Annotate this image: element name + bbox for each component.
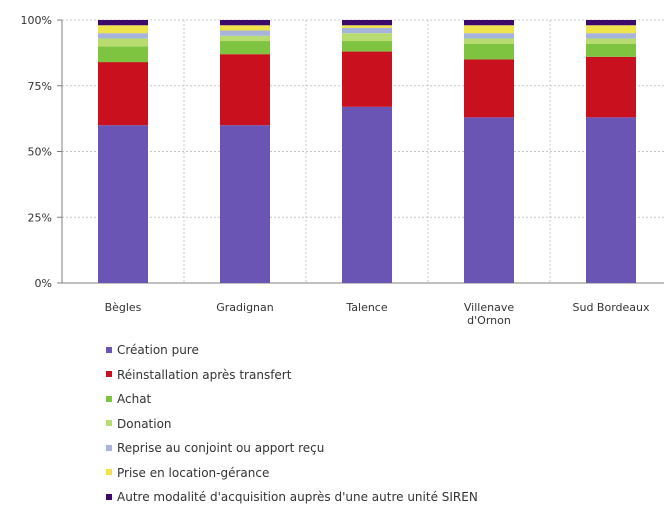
bar-segment-2-3 xyxy=(342,51,392,107)
bar-segment-7-3 xyxy=(342,20,392,26)
legend-item: Reprise au conjoint ou apport reçu xyxy=(106,436,478,461)
legend-label: Autre modalité d'acquisition auprès d'un… xyxy=(117,490,478,504)
bar-segment-6-4 xyxy=(464,25,514,34)
bar-segment-7-5 xyxy=(586,20,636,26)
legend-label: Prise en location-gérance xyxy=(117,465,270,480)
bar-segment-1-1 xyxy=(98,125,148,283)
bar-segment-2-1 xyxy=(98,62,148,126)
bar-segment-4-2 xyxy=(220,35,270,42)
x-category-label: Talence xyxy=(345,301,387,314)
x-category-label: Gradignan xyxy=(216,301,274,314)
bar-segment-5-4 xyxy=(464,33,514,39)
bar-segment-7-1 xyxy=(98,20,148,26)
bar-segment-3-3 xyxy=(342,41,392,52)
bar-segment-6-1 xyxy=(98,25,148,34)
legend-label: Donation xyxy=(117,416,172,431)
bar-segment-2-4 xyxy=(464,59,514,118)
y-tick-label: 50% xyxy=(28,146,52,159)
legend-item: Prise en location-gérance xyxy=(106,461,478,486)
bar-segment-1-3 xyxy=(342,106,392,283)
y-axis-ticks: 0% 25% 50% 75% 100% xyxy=(21,14,52,290)
bar-segment-4-4 xyxy=(464,38,514,44)
bar-segment-6-5 xyxy=(586,25,636,34)
bar-segment-7-4 xyxy=(464,20,514,26)
y-tick-label: 75% xyxy=(28,80,52,93)
legend-swatch xyxy=(106,420,112,426)
legend-label: Réinstallation après transfert xyxy=(117,367,292,382)
bar-segment-1-4 xyxy=(464,117,514,283)
x-category-label: Sud Bordeaux xyxy=(572,301,650,314)
bar-segment-5-5 xyxy=(586,33,636,39)
x-category-label: Villenave d'Ornon xyxy=(464,301,514,327)
legend-swatch xyxy=(106,493,112,500)
legend-swatch xyxy=(106,469,112,475)
bar-segment-5-3 xyxy=(342,27,392,34)
legend-swatch xyxy=(106,371,112,377)
bar-segment-4-5 xyxy=(586,38,636,44)
bar-segment-3-1 xyxy=(98,46,148,63)
legend-swatch xyxy=(106,444,112,451)
legend-swatch xyxy=(106,395,112,402)
bar-segment-5-1 xyxy=(98,33,148,39)
bars xyxy=(98,20,636,283)
bar-segment-3-2 xyxy=(220,41,270,55)
bar-segment-6-2 xyxy=(220,25,270,31)
stacked-bar-chart: 0% 25% 50% 75% 100% Bègles Gradignan Talence Vi… xyxy=(21,14,664,327)
y-tick-label: 0% xyxy=(35,277,52,290)
bar-segment-4-3 xyxy=(342,33,392,42)
legend: Création pure Réinstallation après transf… xyxy=(106,338,478,510)
bar-segment-7-2 xyxy=(220,20,270,26)
legend-label: Reprise au conjoint ou apport reçu xyxy=(117,441,325,455)
y-tick-label: 100% xyxy=(21,14,52,27)
bar-segment-5-2 xyxy=(220,30,270,36)
x-category-label: Bègles xyxy=(105,301,142,314)
bar-segment-3-5 xyxy=(586,43,636,57)
legend-item: Autre modalité d'acquisition auprès d'un… xyxy=(106,485,478,510)
legend-item: Création pure xyxy=(106,338,478,363)
legend-item: Réinstallation après transfert xyxy=(106,363,478,388)
legend-item: Donation xyxy=(106,412,478,437)
legend-label: Création pure xyxy=(117,343,199,357)
y-tick-label: 25% xyxy=(28,211,52,224)
legend-item: Achat xyxy=(106,387,478,412)
bar-segment-1-5 xyxy=(586,117,636,283)
bar-segment-3-4 xyxy=(464,43,514,60)
bar-segment-6-3 xyxy=(342,25,392,28)
x-axis-categories: Bègles Gradignan Talence Villenave d'Ornon Su… xyxy=(105,301,650,327)
bar-segment-2-2 xyxy=(220,54,270,126)
bar-segment-1-2 xyxy=(220,125,270,283)
bar-segment-2-5 xyxy=(586,56,636,118)
bar-segment-4-1 xyxy=(98,38,148,47)
legend-swatch xyxy=(106,346,112,353)
legend-label: Achat xyxy=(117,392,152,406)
